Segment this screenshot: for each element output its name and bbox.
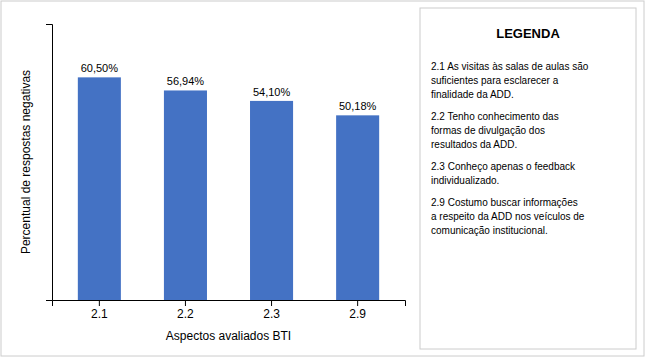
data-label: 54,10% [253, 86, 291, 98]
x-tick: 2.2 [177, 300, 194, 321]
y-axis [46, 25, 53, 301]
x-tick: 2.9 [349, 300, 366, 321]
bar [78, 77, 121, 300]
legend-item: 2.2 Tenho conhecimento dasformas de divu… [431, 111, 559, 150]
x-axis-title: Aspectos avaliados BTI [166, 329, 291, 343]
bar [250, 101, 293, 300]
x-tick-label: 2.2 [177, 307, 194, 321]
data-label: 50,18% [339, 100, 377, 112]
x-tick: 2.3 [263, 300, 280, 321]
x-tick-label: 2.3 [263, 307, 280, 321]
bars [78, 77, 379, 300]
y-axis-line [46, 25, 53, 301]
bar [164, 90, 207, 300]
legend-panel: LEGENDA 2.1 As visitas às salas de aulas … [420, 8, 636, 349]
x-tick-label: 2.1 [91, 307, 108, 321]
y-axis-title: Percentual de respostas negativas [19, 70, 33, 254]
x-tick-label: 2.9 [349, 307, 366, 321]
x-axis: 2.1 2.2 2.3 2.9 [53, 300, 406, 321]
x-tick-mark [271, 300, 272, 306]
x-tick-mark [357, 300, 358, 306]
legend-item: 2.3 Conheço apenas o feedbackindividuali… [431, 161, 576, 186]
data-label: 60,50% [81, 62, 119, 74]
x-tick: 2.1 [91, 300, 108, 321]
legend-border [420, 8, 636, 349]
legend-title: LEGENDA [496, 26, 560, 41]
bar [336, 115, 379, 300]
plot: 60,50% 56,94% 54,10% 50,18% 2.1 2.2 2.3 2.9 [46, 25, 406, 321]
data-labels: 60,50% 56,94% 54,10% 50,18% [81, 62, 377, 112]
legend-item: 2.1 As visitas às salas de aulas sãosufi… [431, 61, 589, 100]
frame [1, 1, 644, 356]
legend-item: 2.9 Costumo buscar informaçõesa respeito… [431, 197, 585, 236]
x-tick-mark [99, 300, 100, 306]
x-axis-line [53, 301, 406, 307]
chart: 60,50% 56,94% 54,10% 50,18% 2.1 2.2 2.3 2.9 Aspe… [0, 0, 645, 357]
data-label: 56,94% [167, 75, 205, 87]
x-tick-mark [185, 300, 186, 306]
